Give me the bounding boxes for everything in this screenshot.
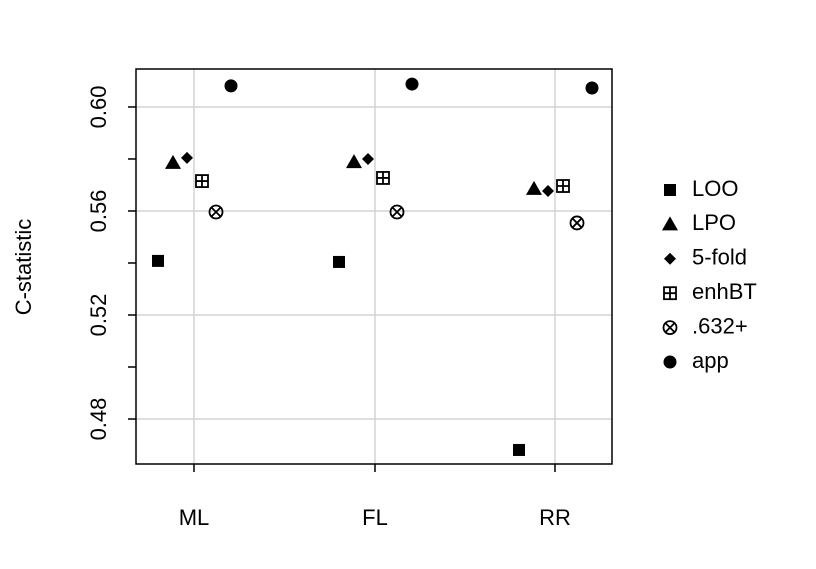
marker-shape (196, 175, 208, 188)
marker-shape (346, 154, 362, 169)
marker-shape (333, 255, 345, 268)
x-tick-label: FL (362, 505, 388, 530)
data-point (389, 204, 405, 220)
data-point (208, 204, 224, 220)
data-point (346, 154, 362, 169)
x-tick-label: RR (539, 505, 571, 530)
marker-shape (391, 206, 403, 218)
legend-symbol (664, 252, 676, 265)
y-tick-label: 0.48 (86, 398, 111, 441)
marker-shape (526, 180, 542, 195)
legend-label: .632+ (692, 313, 748, 338)
legend-symbol (663, 286, 677, 301)
marker-shape (557, 180, 569, 193)
marker-shape (569, 215, 585, 231)
marker-shape (152, 254, 164, 267)
marker-shape (664, 321, 676, 334)
marker-shape (224, 79, 238, 93)
marker-shape (542, 184, 554, 197)
y-tick-label: 0.60 (86, 86, 111, 129)
marker-shape (663, 355, 677, 369)
y-axis-label: C-statistic (11, 219, 36, 316)
marker-shape (662, 320, 678, 336)
marker-shape (664, 184, 676, 196)
y-tick-label: 0.56 (86, 190, 111, 233)
y-tick-label: 0.52 (86, 294, 111, 337)
data-point (405, 77, 419, 91)
x-tick-label: ML (179, 505, 210, 530)
data-point (513, 443, 525, 456)
legend-symbol (662, 216, 678, 231)
legend-label: LOO (692, 176, 738, 201)
legend-label: app (692, 348, 729, 373)
data-point (542, 184, 554, 197)
data-point (362, 152, 374, 165)
marker-shape (664, 287, 676, 300)
legend-label: enhBT (692, 279, 757, 304)
legend-symbol (663, 355, 677, 369)
marker-shape (362, 152, 374, 165)
marker-shape (389, 204, 405, 220)
marker-shape (571, 217, 583, 229)
legend-symbol (664, 184, 676, 196)
data-point (585, 81, 599, 95)
legend-label: LPO (692, 210, 736, 235)
data-point (556, 179, 570, 193)
marker-shape (165, 154, 181, 169)
plot-box (135, 68, 613, 465)
marker-shape (377, 171, 389, 184)
data-point (181, 151, 193, 164)
marker-shape (664, 252, 676, 265)
marker-shape (585, 81, 599, 95)
data-point (333, 255, 345, 268)
marker-shape (181, 151, 193, 164)
marker-shape (208, 204, 224, 220)
data-point (376, 171, 390, 185)
marker-shape (513, 443, 525, 456)
legend-symbol (662, 320, 678, 336)
data-point (224, 79, 238, 93)
marker-shape (405, 77, 419, 91)
marker-shape (210, 206, 222, 218)
data-point (195, 174, 209, 188)
data-point (152, 254, 164, 267)
data-point (165, 154, 181, 169)
legend-label: 5-fold (692, 245, 747, 270)
data-point (569, 215, 585, 231)
data-point (526, 180, 542, 195)
marker-shape (662, 216, 678, 231)
